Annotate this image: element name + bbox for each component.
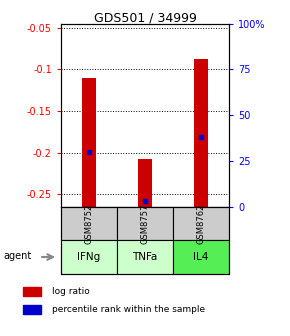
Bar (173, 207, 229, 240)
Bar (117, 207, 173, 240)
Text: agent: agent (3, 251, 31, 261)
Text: GDS501 / 34999: GDS501 / 34999 (94, 12, 196, 25)
Bar (117, 240, 173, 274)
Bar (82, 78, 96, 207)
Text: log ratio: log ratio (52, 287, 90, 296)
Bar (61, 240, 117, 274)
Text: GSM8757: GSM8757 (140, 203, 150, 244)
Bar (61, 207, 117, 240)
Text: IFNg: IFNg (77, 252, 101, 262)
Bar (138, 159, 152, 207)
Text: IL4: IL4 (193, 252, 209, 262)
Bar (173, 240, 229, 274)
Text: percentile rank within the sample: percentile rank within the sample (52, 305, 205, 314)
Text: GSM8752: GSM8752 (84, 203, 93, 244)
Bar (23, 305, 41, 314)
Text: TNFa: TNFa (132, 252, 158, 262)
Bar (23, 287, 41, 296)
Bar (194, 59, 208, 207)
Text: GSM8762: GSM8762 (197, 203, 206, 244)
